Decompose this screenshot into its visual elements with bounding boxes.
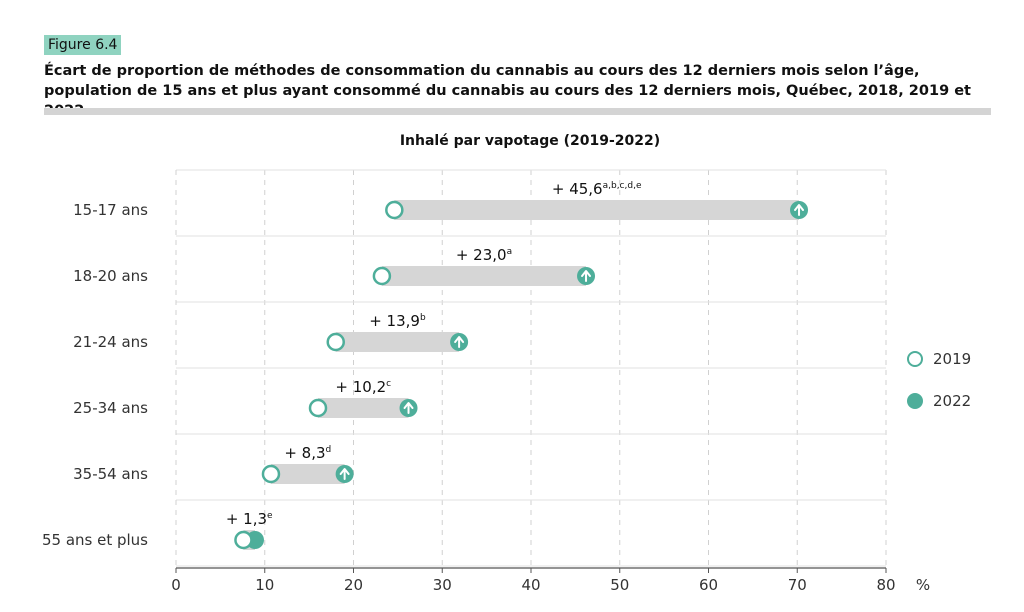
x-tick-label: 50 [610, 576, 629, 594]
marker-2019 [326, 332, 345, 352]
marker-2019 [308, 398, 328, 418]
category-label: 21-24 ans [73, 333, 148, 351]
x-tick-label: 80 [876, 576, 895, 594]
x-tick-label: 10 [255, 576, 274, 594]
x-unit-label: % [916, 576, 930, 594]
up-arrow-icon [454, 336, 465, 348]
category-label: 25-34 ans [73, 399, 148, 417]
up-arrow-icon [794, 204, 805, 216]
category-label: 15-17 ans [73, 201, 148, 219]
x-tick-label: 20 [344, 576, 363, 594]
up-arrow-icon [403, 402, 414, 414]
chart-title: Inhalé par vapotage (2019-2022) [399, 133, 661, 149]
legend-label-2019: 2019 [933, 350, 972, 368]
figure-label: Figure 6.4 [44, 35, 122, 55]
legend-filled-circle-icon [907, 393, 923, 409]
difference-label: + 45,6a,b,c,d,e [552, 180, 642, 198]
x-tick-label: 60 [699, 576, 718, 594]
legend-hollow-circle-icon [907, 351, 923, 367]
legend-label-2022: 2022 [933, 392, 972, 410]
difference-label: + 23,0a [456, 246, 512, 264]
up-arrow-icon [339, 468, 350, 480]
difference-label: + 1,3e [226, 510, 273, 528]
x-tick-label: 40 [521, 576, 540, 594]
legend-item-2022: 2022 [907, 380, 971, 422]
legend-item-2019: 2019 [907, 338, 971, 380]
legend: 2019 2022 [907, 338, 971, 422]
x-tick-label: 0 [171, 576, 181, 594]
figure-title: Écart de proportion de méthodes de conso… [44, 63, 971, 119]
category-label: 35-54 ans [73, 465, 148, 483]
marker-2019 [385, 200, 404, 220]
category-label: 18-20 ans [73, 267, 148, 285]
category-label: 55 ans et plus [42, 531, 148, 549]
marker-2019 [372, 266, 392, 286]
up-arrow-icon [581, 270, 592, 282]
difference-label: + 10,2c [335, 378, 391, 396]
x-tick-label: 30 [433, 576, 452, 594]
title-divider [44, 108, 991, 115]
difference-label: + 8,3d [284, 444, 331, 462]
marker-2019 [261, 464, 281, 484]
marker-2019 [234, 530, 253, 550]
x-tick-label: 70 [788, 576, 807, 594]
difference-label: + 13,9b [369, 312, 426, 330]
